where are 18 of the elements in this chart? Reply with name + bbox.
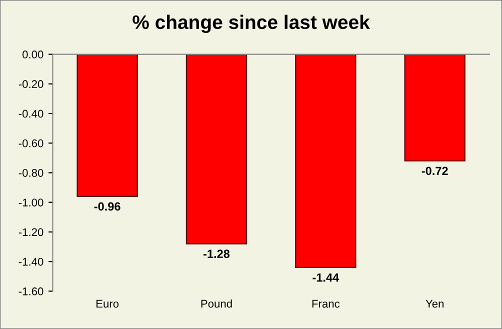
y-tick-label: -0.20 xyxy=(18,80,44,88)
x-tick-label: Euro xyxy=(96,300,119,308)
x-tick-label: Yen xyxy=(426,300,444,308)
y-tick-label: -1.00 xyxy=(18,198,44,206)
y-tick-label: -0.60 xyxy=(18,139,44,148)
y-tick-label: -0.80 xyxy=(18,168,44,177)
y-tick-label: -0.40 xyxy=(18,110,44,118)
y-tick-label: -1.20 xyxy=(18,228,44,236)
x-tick-label: Pound xyxy=(201,300,232,308)
data-label: -0.96 xyxy=(94,202,120,211)
y-tick-label: -1.40 xyxy=(18,258,44,266)
data-label: -0.72 xyxy=(422,166,448,176)
data-label: -1.28 xyxy=(203,250,230,258)
y-tick-label: -1.60 xyxy=(18,287,44,296)
data-label: -1.44 xyxy=(312,273,340,282)
x-tick-label: Franc xyxy=(312,300,340,308)
y-tick-label: 0.00 xyxy=(22,50,44,58)
chart-title: % change since last week xyxy=(132,14,370,34)
